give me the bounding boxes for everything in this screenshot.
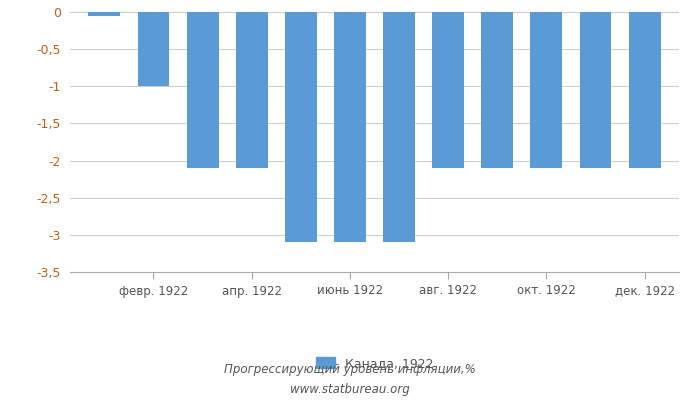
Bar xyxy=(88,12,120,16)
Text: www.statbureau.org: www.statbureau.org xyxy=(290,384,410,396)
Bar xyxy=(482,12,513,168)
Bar xyxy=(236,12,267,168)
Bar xyxy=(580,12,612,168)
Bar xyxy=(531,12,562,168)
Bar xyxy=(383,12,415,242)
Legend: Канада, 1922: Канада, 1922 xyxy=(311,352,438,375)
Bar xyxy=(187,12,218,168)
Text: Прогрессирующий уровень инфляции,%: Прогрессирующий уровень инфляции,% xyxy=(224,364,476,376)
Bar xyxy=(629,12,661,168)
Bar xyxy=(432,12,464,168)
Bar xyxy=(285,12,317,242)
Bar xyxy=(334,12,366,242)
Bar xyxy=(137,12,169,86)
